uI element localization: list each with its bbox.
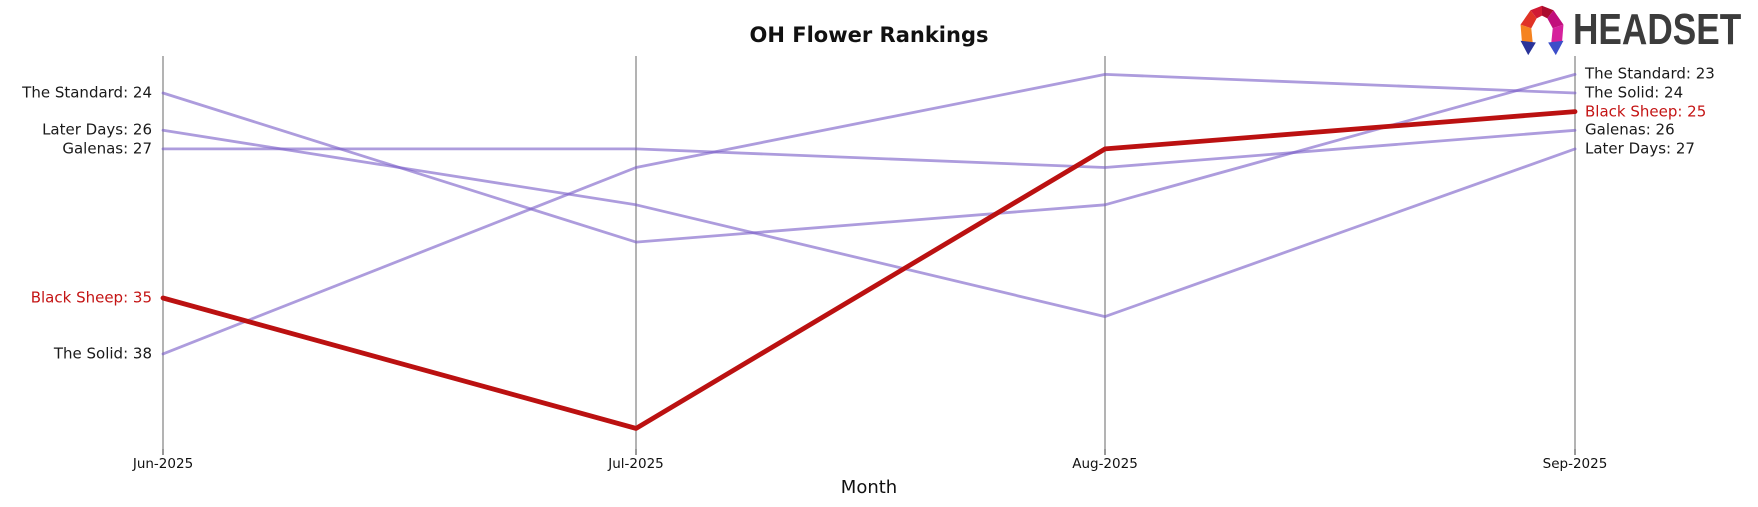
x-tick-label: Jun-2025 xyxy=(132,456,194,472)
headset-logo-text: HEADSET xyxy=(1573,4,1742,54)
logo-facet xyxy=(1530,5,1542,18)
left-edge-label: The Solid: 38 xyxy=(53,344,152,363)
headset-logo: HEADSET xyxy=(1519,3,1758,56)
x-tick-label: Jul-2025 xyxy=(608,456,664,472)
left-edge-label: The Standard: 24 xyxy=(22,83,152,102)
series-line-black-sheep xyxy=(160,109,1578,431)
headset-logo-icon xyxy=(1520,5,1564,55)
x-axis-title: Month xyxy=(840,477,898,498)
series-line-the-solid xyxy=(161,73,1577,356)
logo-facet xyxy=(1520,24,1533,43)
left-edge-label: Later Days: 26 xyxy=(42,120,152,139)
series-line-galenas xyxy=(161,128,1577,169)
logo-foot-left xyxy=(1520,40,1536,55)
right-edge-label: The Solid: 24 xyxy=(1585,83,1684,102)
left-edge-label: Galenas: 27 xyxy=(62,139,152,158)
right-edge-label: Galenas: 26 xyxy=(1585,120,1675,139)
x-tick-label: Sep-2025 xyxy=(1542,456,1608,472)
series-line-later-days xyxy=(161,128,1577,319)
left-edge-label: Black Sheep: 35 xyxy=(30,288,152,307)
chart-title: OH Flower Rankings xyxy=(749,23,989,47)
right-edge-label: Later Days: 27 xyxy=(1585,139,1695,158)
right-edge-label: The Standard: 23 xyxy=(1585,64,1715,83)
logo-facet xyxy=(1551,24,1564,43)
logo-foot-right xyxy=(1548,40,1564,55)
right-edge-label: Black Sheep: 25 xyxy=(1585,102,1707,121)
logo-facet xyxy=(1520,9,1537,28)
logo-facet xyxy=(1547,9,1564,28)
x-tick-label: Aug-2025 xyxy=(1072,456,1138,472)
logo-facet xyxy=(1542,5,1554,18)
